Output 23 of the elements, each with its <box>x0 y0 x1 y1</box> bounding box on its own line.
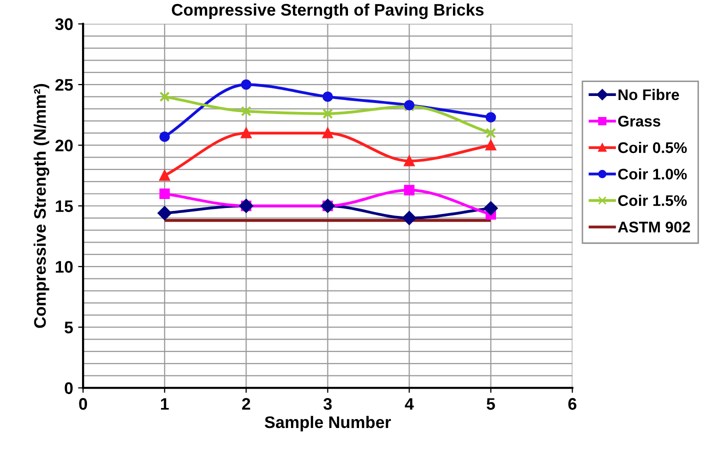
x-tick-label: 3 <box>323 398 332 410</box>
y-axis-title: Compressive Strength (N/mm²) <box>34 84 50 328</box>
legend-label: ASTM 902 <box>618 222 690 232</box>
y-tick-label: 20 <box>55 140 73 152</box>
y-tick-label: 10 <box>56 260 73 273</box>
x-tick-label: 6 <box>568 398 576 410</box>
y-tick-label: 15 <box>56 200 73 212</box>
x-tick-label: 5 <box>486 398 495 410</box>
x-tick-label: 1 <box>161 398 169 410</box>
y-tick-label: 30 <box>55 18 73 30</box>
x-tick-label: 0 <box>79 398 88 410</box>
legend-label: Coir 1.5% <box>618 194 687 206</box>
x-tick-label: 2 <box>242 398 250 410</box>
legend-label: No Fibre <box>618 88 680 100</box>
legend-label: Coir 1.0% <box>618 168 687 180</box>
x-axis-title: Sample Number <box>264 416 391 432</box>
y-tick-label: 0 <box>64 382 73 394</box>
y-tick-label: 25 <box>55 78 73 91</box>
legend-label: Coir 0.5% <box>618 142 687 154</box>
y-tick-label: 5 <box>64 322 73 334</box>
chart-title: Compressive Sterngth of Paving Bricks <box>172 3 484 20</box>
legend-label: Grass <box>618 116 660 127</box>
x-tick-label: 4 <box>404 398 414 410</box>
